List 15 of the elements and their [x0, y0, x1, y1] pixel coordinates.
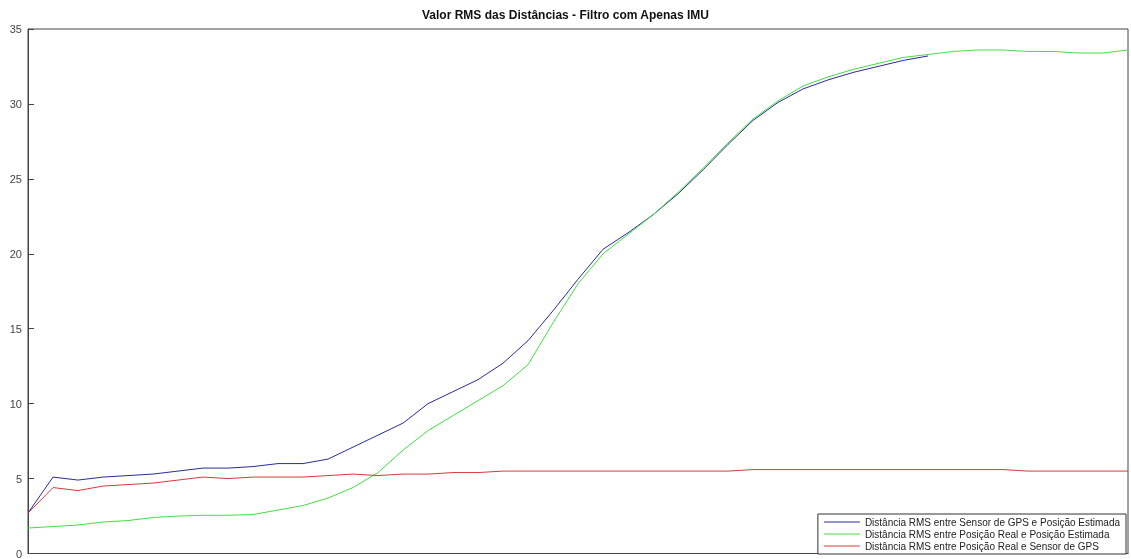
legend-label: Distância RMS entre Posição Real e Posição Estimada	[864, 528, 1110, 540]
line-series	[27, 49, 1129, 529]
y-tick-label: 30	[9, 97, 22, 110]
y-tick-label: 25	[9, 172, 22, 185]
legend-label: Distância RMS entre Posição Real e Sensor de GPS	[864, 540, 1100, 552]
line-series	[27, 55, 929, 514]
y-tick-label: 35	[9, 23, 22, 35]
y-tick-label: 15	[9, 322, 22, 335]
y-tick-label: 10	[9, 397, 22, 410]
legend-label: Distância RMS entre Sensor de GPS e Posição Estimada	[864, 516, 1121, 528]
line-series	[27, 469, 1129, 514]
chart-title: Valor RMS das Distâncias - Filtro com Apenas IMU	[422, 8, 709, 22]
y-tick-label: 0	[15, 547, 22, 559]
y-tick-label: 5	[15, 472, 22, 485]
y-tick-label: 20	[9, 247, 22, 260]
